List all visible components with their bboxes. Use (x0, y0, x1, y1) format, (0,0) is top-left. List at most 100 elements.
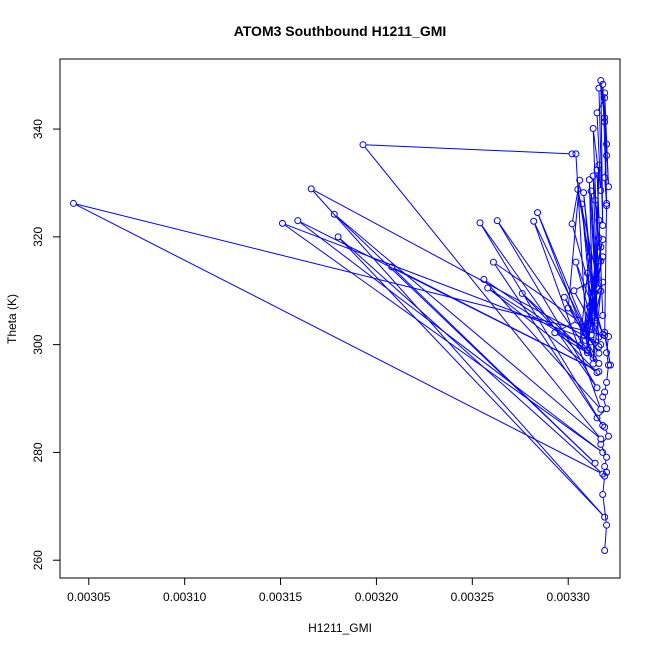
series-line-segment (600, 83, 604, 223)
y-tick-label: 260 (31, 550, 45, 570)
data-point (484, 284, 492, 292)
data-point (589, 313, 597, 321)
y-tick-label: 340 (31, 119, 45, 139)
series-line-segment (602, 438, 607, 443)
data-point (597, 243, 605, 251)
series-line-segment (589, 240, 599, 304)
x-tick-label: 0.00320 (355, 590, 399, 604)
data-point (595, 161, 603, 169)
y-tick-label: 320 (31, 227, 45, 247)
x-axis-label: H1211_GMI (308, 621, 372, 635)
series-line-segment (336, 215, 599, 438)
data-point (489, 258, 497, 266)
x-tick-label: 0.00325 (451, 590, 495, 604)
data-point (591, 196, 599, 204)
data-point (330, 210, 338, 218)
data-point (595, 216, 603, 224)
series-line-segment (577, 192, 597, 275)
data-point (601, 462, 609, 470)
data-point (593, 369, 601, 377)
data-point (601, 423, 609, 431)
data-point (601, 513, 609, 521)
data-point (591, 316, 599, 324)
series-line-segment (394, 267, 597, 371)
data-point (583, 269, 591, 277)
data-point (581, 336, 589, 344)
data-point (551, 329, 559, 337)
data-point (591, 459, 599, 467)
series-line-segment (557, 321, 576, 332)
series-line-segment (603, 399, 607, 407)
data-point (603, 199, 611, 207)
series-line-segment (598, 410, 605, 417)
series-line-segment (481, 225, 602, 424)
data-point (294, 217, 302, 225)
series-line-segment (596, 115, 602, 188)
series-line-segment (75, 204, 601, 474)
series-line-segment (339, 238, 601, 473)
data-point (585, 176, 593, 184)
series-line-segment (567, 183, 580, 306)
series-line-segment (489, 289, 586, 349)
data-point (601, 94, 609, 102)
data-point (593, 274, 601, 282)
data-point (493, 217, 501, 225)
data-point (518, 289, 526, 297)
data-point (476, 219, 484, 227)
data-point (597, 341, 605, 349)
data-point (595, 343, 603, 351)
data-point (572, 150, 580, 158)
data-point (388, 263, 396, 271)
data-point (334, 233, 342, 241)
series-line-segment (313, 189, 599, 344)
series-line-segment (593, 131, 601, 188)
data-point (597, 405, 605, 413)
series-line-segment (76, 203, 606, 337)
series-line-segment (538, 215, 591, 340)
series-line-segment (534, 223, 591, 340)
series-line-segment (592, 294, 602, 362)
data-point (597, 77, 605, 85)
data-point (599, 253, 607, 261)
data-point (576, 176, 584, 184)
series-line-segment (606, 355, 609, 363)
data-point (578, 200, 586, 208)
data-point (359, 141, 367, 149)
data-point (604, 183, 612, 191)
data-point (587, 187, 595, 195)
data-point (278, 219, 286, 227)
series-line-segment (604, 180, 607, 201)
x-tick-label: 0.00305 (67, 590, 111, 604)
data-point (603, 140, 611, 148)
series-line-segment (498, 222, 592, 356)
series-line-segment (365, 144, 570, 155)
data-point (601, 331, 609, 339)
y-axis: 260 280 300 320 340 (31, 119, 61, 570)
x-tick-label: 0.00310 (163, 590, 207, 604)
data-point (603, 468, 611, 476)
data-point (589, 125, 597, 133)
data-point (568, 220, 576, 228)
series-line-segment (602, 497, 607, 523)
data-point (601, 174, 609, 182)
series-line-segment (583, 259, 603, 329)
series-line-segment (489, 289, 595, 372)
data-point (69, 199, 77, 207)
data-point (599, 278, 607, 286)
series-line-segment (572, 183, 580, 222)
data-point (589, 323, 597, 331)
series-line-segment (604, 158, 607, 175)
data-point (593, 284, 601, 292)
series-line-segment (495, 263, 576, 320)
series-line-segment (601, 446, 606, 455)
data-point (597, 435, 605, 443)
data-point (572, 258, 580, 266)
data-point (560, 293, 568, 301)
series-line-segment (336, 215, 594, 462)
x-tick-label: 0.00330 (547, 590, 591, 604)
series-line-segment (523, 295, 596, 371)
data-point (307, 185, 315, 193)
data-point (599, 490, 607, 498)
series-line-segment (584, 291, 599, 330)
data-point (593, 414, 601, 422)
